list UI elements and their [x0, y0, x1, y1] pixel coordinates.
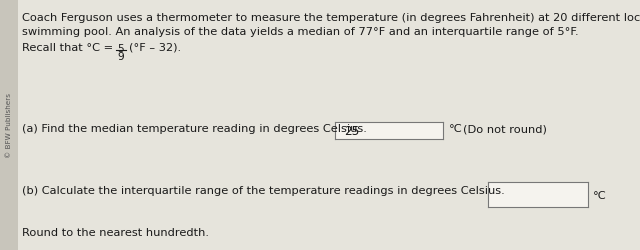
- Text: °C: °C: [449, 124, 463, 134]
- Text: swimming pool. An analysis of the data yields a median of 77°F and an interquart: swimming pool. An analysis of the data y…: [22, 27, 579, 37]
- Text: Coach Ferguson uses a thermometer to measure the temperature (in degrees Fahrenh: Coach Ferguson uses a thermometer to mea…: [22, 13, 640, 23]
- Text: 9: 9: [118, 52, 124, 62]
- Text: © BFW Publishers: © BFW Publishers: [6, 93, 12, 157]
- Text: °C: °C: [593, 190, 607, 200]
- Text: 25: 25: [344, 124, 359, 138]
- Text: (b) Calculate the interquartile range of the temperature readings in degrees Cel: (b) Calculate the interquartile range of…: [22, 185, 505, 195]
- Text: Round to the nearest hundredth.: Round to the nearest hundredth.: [22, 227, 209, 237]
- Text: (a) Find the median temperature reading in degrees Celsius.: (a) Find the median temperature reading …: [22, 124, 367, 134]
- Text: 5: 5: [118, 44, 124, 54]
- Text: Recall that °C =: Recall that °C =: [22, 43, 116, 53]
- Text: (°F – 32).: (°F – 32).: [129, 43, 181, 53]
- Text: (Do not round): (Do not round): [463, 124, 547, 134]
